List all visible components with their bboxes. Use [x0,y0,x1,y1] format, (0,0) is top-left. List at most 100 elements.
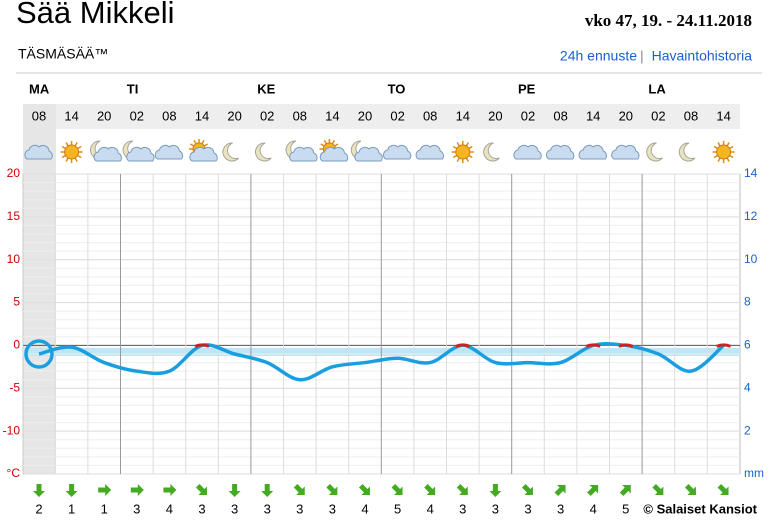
cloud [126,146,155,162]
arrow-shape [456,483,468,495]
current-column [23,104,56,474]
wind-speed: 1 [101,501,108,516]
sun [716,144,732,160]
sun-ray [77,154,82,159]
wind-speed: 3 [198,501,205,516]
hour-label: 20 [227,108,241,123]
y-tick-label: 15 [7,209,21,223]
cloud [415,144,444,160]
hour-label: 14 [325,108,339,123]
wind-speed: 2 [35,501,42,516]
wind-arrow [261,484,274,497]
cloud [319,146,349,162]
arrow-shape [391,483,403,495]
arrow-shape [554,485,566,497]
arrow-shape [33,484,45,497]
arrow-shape [195,483,207,495]
cloud [289,146,318,162]
cloud [383,144,412,160]
hour-label: 02 [390,108,404,123]
arrow-shape [98,484,112,496]
above-zero [585,343,601,348]
cloud [578,144,607,160]
wind-speed: 3 [524,501,531,516]
hour-label: 14 [64,108,78,123]
wind-arrow [33,484,45,497]
wind-arrow [619,485,631,497]
hour-label: 14 [586,108,600,123]
hour-label: 08 [423,108,437,123]
cloud [354,146,383,162]
sun-ray [465,157,469,162]
cloud [24,144,53,160]
title: Sää Mikkeli [16,0,175,30]
wind-speed: 3 [557,501,564,516]
hour-label: 20 [97,108,111,123]
above-zero [194,343,210,348]
hour-label: 08 [553,108,567,123]
sun [455,144,471,160]
wind-arrow [293,483,305,495]
wind-arrow [456,483,468,495]
separator: | [640,48,644,64]
moon [255,142,272,162]
arrow-shape [684,483,696,495]
arrow-shape [326,483,338,495]
cloud [154,144,184,160]
moon [483,142,500,162]
y-tick-label: -5 [9,380,20,394]
arrow-shape [619,485,631,497]
wind-arrow [163,484,177,496]
sun-ray [74,157,78,162]
sun-ray [203,143,209,147]
hour-label: 02 [651,108,665,123]
hour-label: 14 [195,108,209,123]
sun-ray [74,142,78,147]
sun-ray [465,142,469,147]
sun-ray [61,145,66,150]
y2-tick-label: 12 [744,209,758,223]
above-zero [716,343,732,348]
hour-label: 14 [716,108,730,123]
sun-ray [65,157,69,162]
y2-tick-label: 8 [744,295,751,309]
hour-row [23,104,740,129]
y-tick-label: 20 [7,166,21,180]
sun-ray [713,154,718,159]
day-label: MA [29,81,50,96]
y-tick-label: °C [7,466,21,480]
sun-ray [189,143,195,147]
wind-arrow [489,484,502,497]
link[interactable]: 24h ennuste [560,48,637,64]
hour-label: 20 [619,108,633,123]
arrow-shape [521,483,533,495]
wind-arrow [554,485,566,497]
wind-arrow [98,484,112,496]
wind-arrow [521,483,533,495]
wind-arrow [65,484,78,497]
wind-speed: 3 [264,501,271,516]
sun-ray [713,145,718,150]
sun-ray [456,142,460,147]
arrow-shape [717,483,729,495]
sun-ray [726,157,730,162]
sun-ray [717,157,721,162]
wind-arrow [358,483,370,495]
sun-ray [729,154,734,159]
arrow-shape [228,484,241,497]
y2-tick-label: mm [744,466,764,480]
cloud [93,146,122,162]
sun-ray [729,145,734,150]
wind-speed: 4 [361,501,368,516]
y2-tick-label: 14 [744,166,758,180]
arrow-shape [652,483,664,495]
wind-speed: 3 [231,501,238,516]
day-label: KE [257,81,275,96]
sun-ray [323,139,328,145]
moon [222,142,239,162]
moon [678,142,696,162]
link[interactable]: Havaintohistoria [652,48,753,64]
y-tick-label: 5 [13,295,20,309]
arrow-shape [587,485,599,497]
